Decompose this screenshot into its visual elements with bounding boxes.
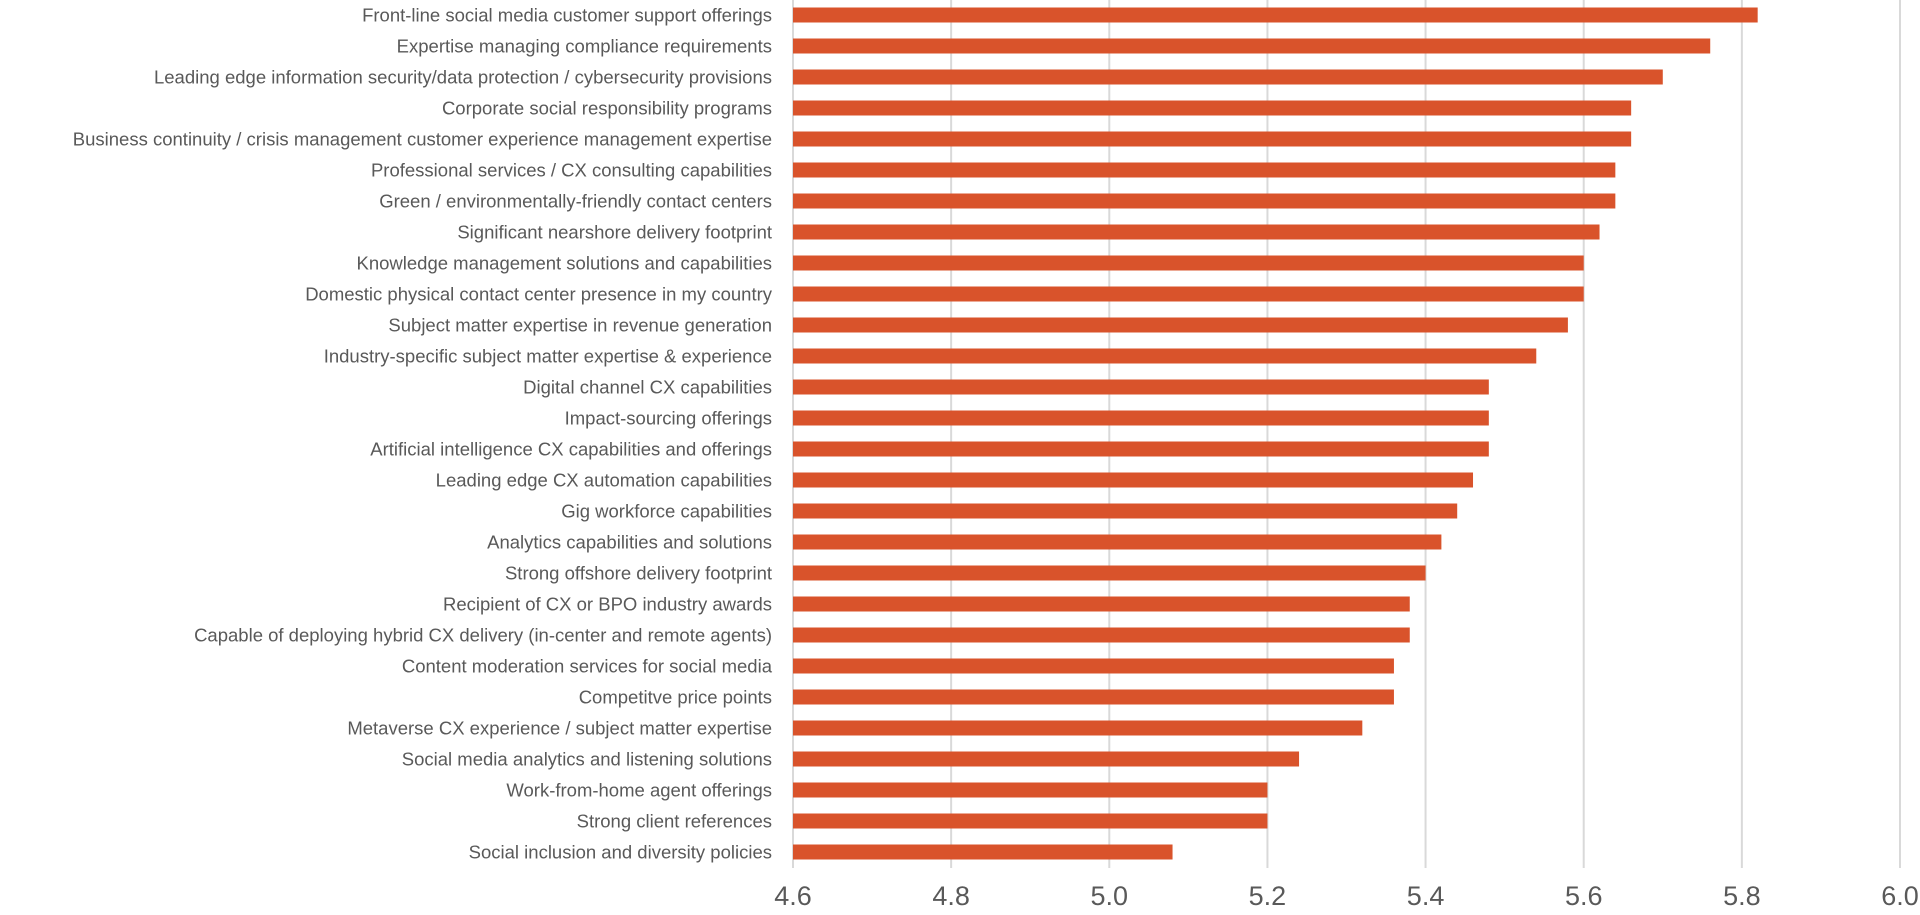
category-label: Work-from-home agent offerings <box>506 780 772 801</box>
category-label: Leading edge information security/data p… <box>154 67 772 88</box>
bar <box>793 348 1537 364</box>
bar <box>793 782 1268 798</box>
bar <box>793 379 1489 395</box>
bars <box>793 7 1758 860</box>
bar <box>793 441 1489 457</box>
category-label: Recipient of CX or BPO industry awards <box>443 594 772 615</box>
category-label: Domestic physical contact center presenc… <box>305 284 773 305</box>
bar <box>793 627 1410 643</box>
bar <box>793 565 1426 581</box>
x-tick-label: 5.6 <box>1565 881 1603 911</box>
category-label: Social media analytics and listening sol… <box>402 749 772 770</box>
bar <box>793 689 1394 705</box>
category-label: Artificial intelligence CX capabilities … <box>370 439 772 460</box>
category-label: Leading edge CX automation capabilities <box>436 470 772 491</box>
bar <box>793 69 1663 85</box>
bar <box>793 317 1568 333</box>
x-tick-label: 4.8 <box>932 881 970 911</box>
category-label: Corporate social responsibility programs <box>442 98 772 119</box>
category-label: Front-line social media customer support… <box>362 5 772 26</box>
gridlines <box>792 0 1901 868</box>
bar <box>793 193 1616 209</box>
bar <box>793 720 1363 736</box>
category-label: Knowledge management solutions and capab… <box>357 253 773 274</box>
category-label: Impact-sourcing offerings <box>565 408 772 429</box>
bar <box>793 100 1632 116</box>
category-labels: Front-line social media customer support… <box>73 5 773 863</box>
category-label: Gig workforce capabilities <box>561 501 772 522</box>
bar <box>793 844 1173 860</box>
category-label: Capable of deploying hybrid CX delivery … <box>194 625 772 646</box>
category-label: Strong offshore delivery footprint <box>505 563 772 584</box>
bar <box>793 286 1584 302</box>
category-label: Expertise managing compliance requiremen… <box>397 36 772 57</box>
category-label: Competitve price points <box>579 687 772 708</box>
bar <box>793 131 1632 147</box>
category-label: Significant nearshore delivery footprint <box>457 222 772 243</box>
bar <box>793 534 1442 550</box>
category-label: Professional services / CX consulting ca… <box>371 160 772 181</box>
category-label: Social inclusion and diversity policies <box>469 842 772 863</box>
bar <box>793 410 1489 426</box>
bar <box>793 596 1410 612</box>
x-tick-label: 5.8 <box>1723 881 1761 911</box>
category-label: Analytics capabilities and solutions <box>487 532 772 553</box>
bar <box>793 162 1616 178</box>
bar <box>793 224 1600 240</box>
bar <box>793 503 1458 519</box>
category-label: Subject matter expertise in revenue gene… <box>388 315 772 336</box>
category-label: Business continuity / crisis management … <box>73 129 772 150</box>
x-axis-tick-labels: 4.6 4.8 5.0 5.2 5.4 5.6 5.8 6.0 <box>774 881 1919 911</box>
bar <box>793 751 1300 767</box>
bar <box>793 255 1584 271</box>
x-tick-label: 6.0 <box>1881 881 1919 911</box>
category-label: Content moderation services for social m… <box>402 656 773 677</box>
bar <box>793 472 1474 488</box>
bar <box>793 38 1711 54</box>
x-tick-label: 5.2 <box>1249 881 1287 911</box>
x-tick-label: 5.0 <box>1091 881 1129 911</box>
category-label: Metaverse CX experience / subject matter… <box>347 718 772 739</box>
x-tick-label: 5.4 <box>1407 881 1445 911</box>
bar <box>793 813 1268 829</box>
category-label: Industry-specific subject matter experti… <box>324 346 772 367</box>
category-label: Green / environmentally-friendly contact… <box>379 191 772 212</box>
bar <box>793 658 1394 674</box>
x-tick-label: 4.6 <box>774 881 812 911</box>
bar <box>793 7 1758 23</box>
category-label: Strong client references <box>577 811 772 832</box>
category-label: Digital channel CX capabilities <box>523 377 772 398</box>
